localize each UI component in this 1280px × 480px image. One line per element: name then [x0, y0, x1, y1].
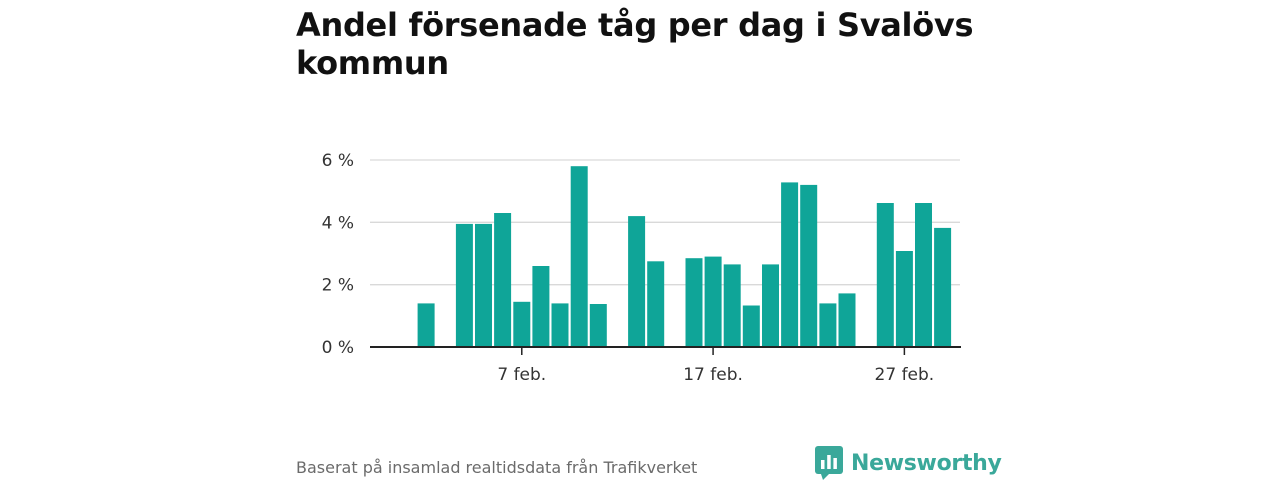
bar[interactable] [455, 223, 473, 347]
bar[interactable] [570, 166, 588, 347]
bar[interactable] [895, 251, 913, 347]
y-tick-label: 6 % [322, 151, 354, 171]
x-tick-labels: 7 feb. 17 feb. 27 feb. [497, 347, 934, 385]
y-tick-labels: 0 % 2 % 4 % 6 % [322, 151, 354, 358]
bar[interactable] [762, 264, 779, 347]
bar[interactable] [513, 301, 531, 347]
bar[interactable] [876, 203, 894, 347]
y-tick-label: 4 % [322, 213, 354, 233]
bar[interactable] [742, 305, 760, 348]
bar[interactable] [704, 256, 722, 347]
bar[interactable] [475, 223, 492, 347]
bars [417, 166, 952, 348]
bar[interactable] [589, 304, 607, 347]
bar[interactable] [934, 227, 952, 347]
bar[interactable] [417, 303, 435, 347]
x-tick-label: 27 feb. [875, 365, 935, 385]
x-tick-label: 17 feb. [683, 365, 743, 385]
newsworthy-logo[interactable]: Newsworthy [815, 446, 1002, 480]
bar[interactable] [723, 264, 741, 347]
y-tick-label: 2 % [322, 276, 354, 296]
bar[interactable] [551, 303, 569, 347]
y-tick-label: 0 % [322, 338, 354, 358]
bar[interactable] [915, 203, 932, 347]
chart-title: Andel försenade tåg per dag i Svalövs ko… [296, 6, 974, 82]
bar[interactable] [800, 184, 818, 347]
bar[interactable] [532, 266, 550, 347]
newsworthy-logo-icon [815, 446, 843, 480]
bar[interactable] [647, 261, 665, 347]
source-note: Baserat på insamlad realtidsdata från Tr… [296, 458, 698, 477]
brand-name: Newsworthy [851, 450, 1002, 476]
bar[interactable] [494, 213, 512, 347]
bar[interactable] [819, 303, 837, 347]
bar[interactable] [685, 258, 703, 347]
x-tick-label: 7 feb. [497, 365, 546, 385]
bar[interactable] [781, 182, 799, 347]
bar[interactable] [628, 216, 646, 347]
bar[interactable] [838, 293, 856, 347]
